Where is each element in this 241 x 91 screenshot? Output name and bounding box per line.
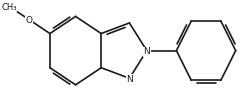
Text: O: O <box>25 16 32 25</box>
Text: N: N <box>143 47 150 56</box>
Text: N: N <box>126 75 133 84</box>
Text: CH₃: CH₃ <box>1 3 17 12</box>
